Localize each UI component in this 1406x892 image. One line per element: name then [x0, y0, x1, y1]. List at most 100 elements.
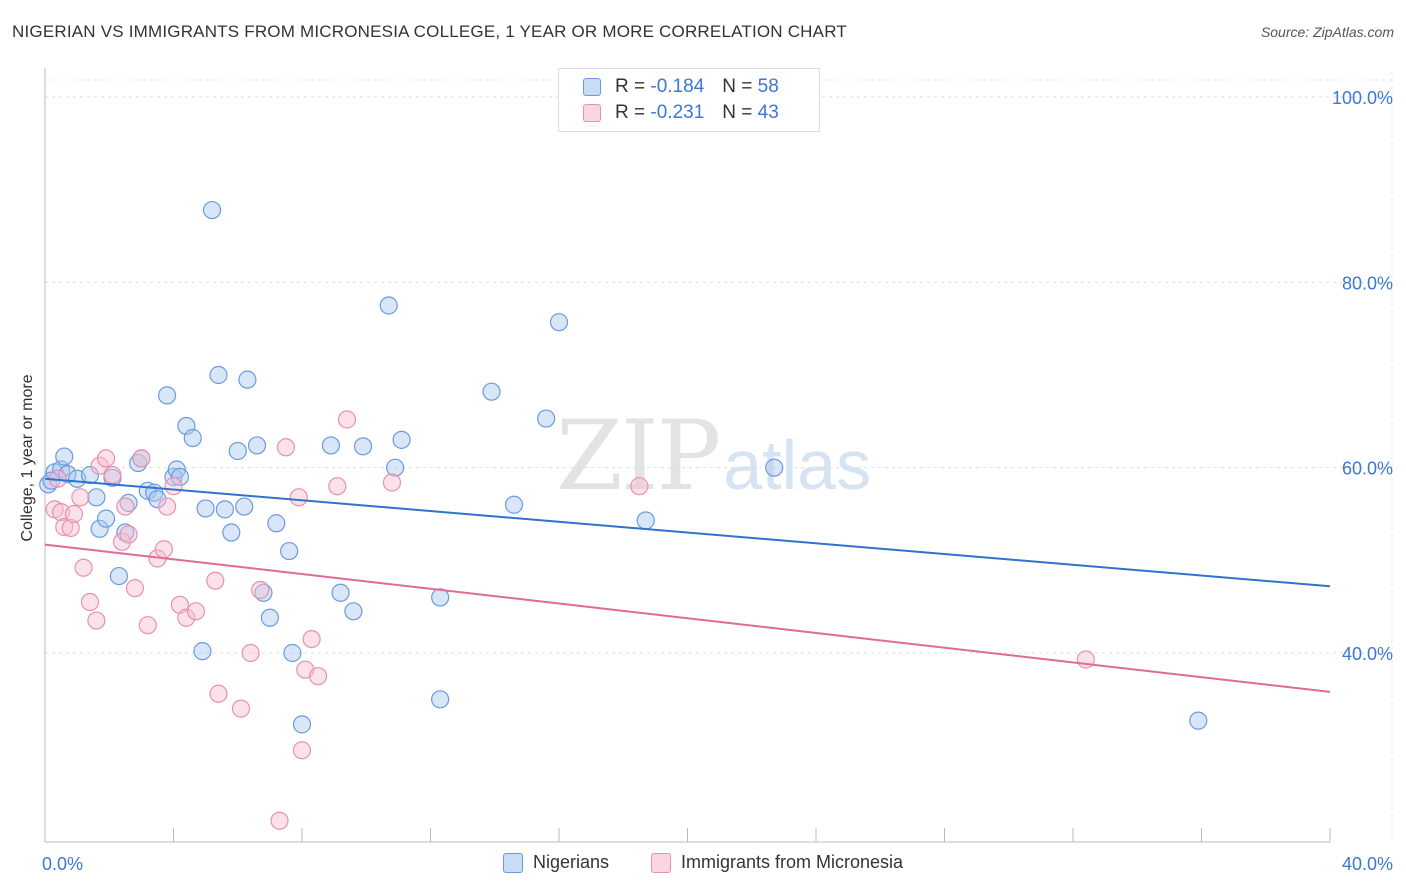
- watermark-atlas: atlas: [723, 426, 872, 504]
- nigerians-swatch: [583, 78, 601, 96]
- micronesia-point: [289, 488, 308, 507]
- micronesia-point: [74, 558, 93, 577]
- x-tick-label: 40.0%: [1342, 854, 1393, 874]
- micronesia-point: [55, 517, 74, 537]
- n-value: 43: [757, 102, 779, 123]
- r-value: -0.231: [650, 102, 705, 123]
- nigerians-point: [202, 200, 222, 220]
- micronesia-point: [154, 540, 173, 559]
- nigerians-point: [196, 499, 215, 518]
- stats-legend-row-micronesia: R = -0.231 N = 43: [583, 101, 779, 125]
- micronesia-point: [80, 592, 100, 612]
- nigerians-point: [321, 436, 341, 455]
- micronesia-point: [302, 629, 321, 649]
- watermark: ZIPatlas: [556, 400, 871, 512]
- nigerians-point: [504, 495, 524, 514]
- nigerians-point: [331, 583, 350, 602]
- nigerians-point: [765, 458, 784, 477]
- micronesia-point: [138, 616, 157, 635]
- micronesia-point: [71, 488, 90, 507]
- nigerians-point: [1189, 711, 1208, 730]
- micronesia-point: [630, 477, 649, 496]
- legend-label-nigerians: Nigerians: [533, 852, 610, 872]
- nigerians-point: [549, 313, 569, 332]
- nigerians-legend-swatch: [503, 852, 523, 873]
- nigerians-point: [537, 409, 556, 428]
- watermark-zip: ZIP: [556, 400, 721, 512]
- nigerians-point: [80, 465, 100, 485]
- series-legend: Nigerians Immigrants from Micronesia: [0, 852, 1406, 878]
- nigerians-point: [235, 497, 254, 516]
- micronesia-point: [209, 684, 228, 703]
- micronesia-point: [157, 497, 177, 516]
- nigerians-point: [90, 519, 109, 538]
- n-value: 58: [757, 76, 779, 97]
- nigerians-point: [87, 488, 106, 507]
- nigerians-point: [109, 566, 128, 586]
- micronesia-point: [276, 438, 296, 457]
- y-tick-label: 60.0%: [1342, 459, 1393, 479]
- micronesia-point: [116, 497, 135, 516]
- nigerians-point: [228, 441, 247, 461]
- micronesia-point: [270, 811, 289, 830]
- micronesia-point: [251, 580, 270, 600]
- nigerians-point: [254, 583, 273, 602]
- nigerians-point: [283, 643, 302, 663]
- nigerians-point: [209, 365, 228, 385]
- micronesia-point: [206, 571, 225, 590]
- micronesia-point: [90, 456, 109, 475]
- r-label: R =: [615, 76, 646, 97]
- nigerians-point: [267, 514, 286, 533]
- micronesia-point: [328, 477, 347, 496]
- y-tick-label: 80.0%: [1342, 273, 1393, 293]
- nigerians-point: [170, 467, 190, 487]
- nigerians-point: [222, 523, 241, 542]
- micronesia-point: [64, 504, 84, 524]
- nigerians-point: [353, 437, 373, 456]
- micronesia-point: [125, 579, 145, 598]
- micronesia-legend-swatch: [651, 852, 671, 873]
- micronesia-point: [87, 611, 106, 630]
- micronesia-point: [112, 532, 132, 551]
- micronesia-point: [231, 699, 251, 718]
- micronesia-point: [119, 525, 138, 544]
- micronesia-point: [164, 477, 183, 496]
- chart-title: NIGERIAN VS IMMIGRANTS FROM MICRONESIA C…: [12, 22, 847, 41]
- nigerians-point: [247, 436, 267, 455]
- source-label: Source: ZipAtlas.com: [1260, 24, 1394, 40]
- y-tick-label: 40.0%: [1342, 644, 1393, 664]
- legend-item-nigerians[interactable]: Nigerians: [503, 852, 609, 873]
- nigerians-point: [431, 690, 450, 709]
- nigerians-point: [482, 382, 501, 401]
- micronesia-point: [241, 643, 260, 663]
- nigerians-point: [392, 430, 411, 449]
- nigerians-point: [280, 541, 299, 561]
- nigerians-point: [292, 715, 312, 734]
- micronesia-point: [186, 602, 206, 621]
- nigerians-point: [238, 370, 257, 389]
- micronesia-point: [308, 667, 328, 686]
- micronesia-trendline: [44, 543, 1331, 693]
- micronesia-point: [382, 473, 402, 492]
- legend-label-micronesia: Immigrants from Micronesia: [681, 852, 904, 872]
- nigerians-point: [157, 386, 177, 405]
- nigerians-point: [183, 428, 202, 448]
- n-label: N =: [722, 76, 753, 97]
- x-tick-label: 0.0%: [42, 854, 83, 874]
- micronesia-point: [132, 449, 151, 468]
- nigerians-trendline: [44, 477, 1331, 588]
- micronesia-point: [292, 741, 312, 760]
- stats-legend-row-nigerians: R = -0.184 N = 58: [583, 75, 779, 99]
- n-label: N =: [722, 102, 753, 123]
- r-label: R =: [615, 102, 646, 123]
- nigerians-point: [379, 296, 398, 315]
- micronesia-point: [177, 608, 196, 627]
- nigerians-point: [55, 447, 74, 466]
- r-value: -0.184: [650, 76, 705, 97]
- nigerians-point: [386, 458, 405, 477]
- nigerians-point: [260, 608, 279, 627]
- legend-item-micronesia[interactable]: Immigrants from Micronesia: [651, 852, 903, 873]
- nigerians-point: [215, 500, 234, 519]
- nigerians-point: [193, 642, 212, 661]
- y-tick-label: 100.0%: [1332, 88, 1393, 108]
